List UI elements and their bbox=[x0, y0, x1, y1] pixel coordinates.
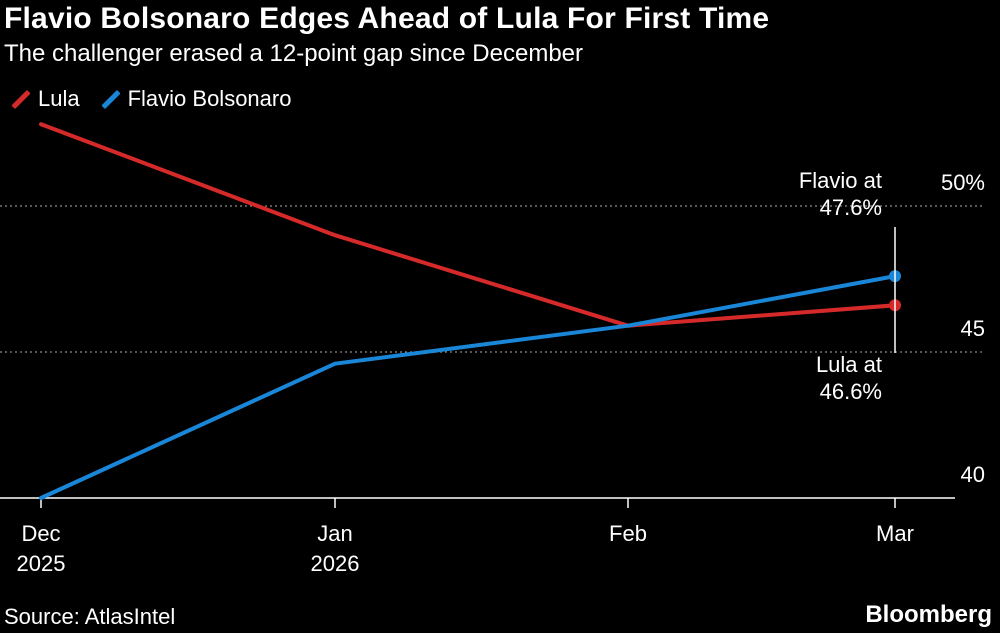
y-tick-label-45: 45 bbox=[961, 316, 985, 341]
y-tick-label-40: 40 bbox=[961, 462, 985, 487]
annotation-flavio-value: 47.6% bbox=[820, 195, 882, 220]
series-line-lula bbox=[39, 122, 897, 328]
y-tick-label-50: 50% bbox=[941, 170, 985, 195]
annotation-lula-line1: Lula at bbox=[816, 352, 882, 377]
x-tick-label-0: Dec bbox=[21, 521, 60, 546]
source-note: Source: AtlasIntel bbox=[4, 604, 176, 629]
legend-label-lula: Lula bbox=[38, 86, 80, 111]
bloomberg-logo: Bloomberg bbox=[865, 601, 992, 628]
x-tick-sublabel-0: 2025 bbox=[17, 551, 66, 576]
x-tick-label-2: Feb bbox=[609, 521, 647, 546]
chart-subtitle: The challenger erased a 12-point gap sin… bbox=[4, 40, 584, 67]
legend-label-flavio: Flavio Bolsonaro bbox=[127, 86, 292, 111]
legend-item-lula: Lula bbox=[8, 86, 80, 112]
x-tick-label-3: Mar bbox=[876, 521, 914, 546]
annotation-flavio-line1: Flavio at bbox=[799, 168, 882, 193]
legend: Lula Flavio Bolsonaro bbox=[8, 86, 309, 112]
chart-title: Flavio Bolsonaro Edges Ahead of Lula For… bbox=[4, 2, 770, 35]
x-tick-sublabel-1: 2026 bbox=[311, 551, 360, 576]
annotation-lula-value: 46.6% bbox=[820, 379, 882, 404]
legend-item-flavio: Flavio Bolsonaro bbox=[98, 86, 292, 112]
x-tick-label-1: Jan bbox=[317, 521, 352, 546]
series-line-flavio bbox=[39, 274, 897, 500]
